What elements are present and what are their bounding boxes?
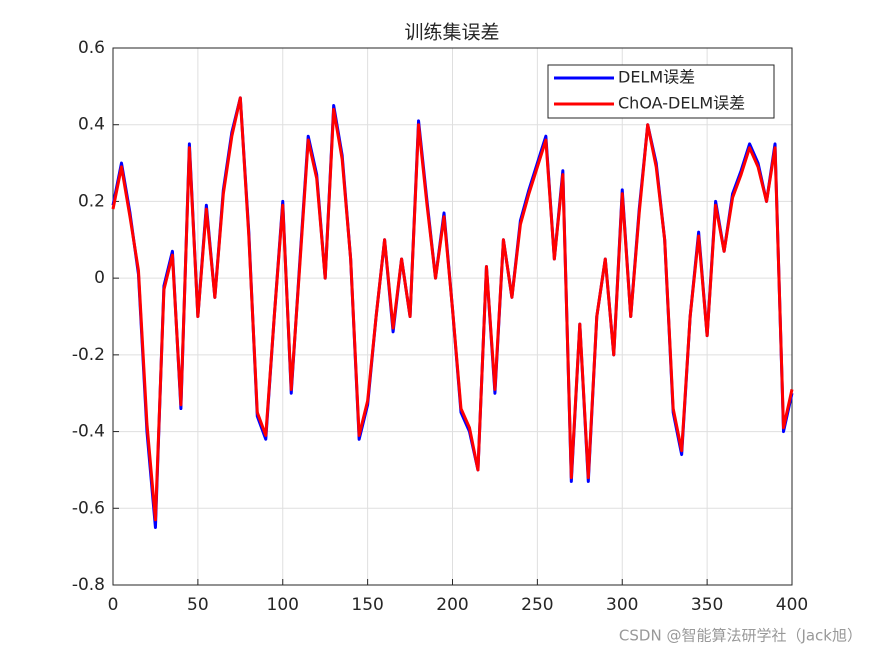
chart-title: 训练集误差 [404, 22, 499, 44]
x-tick-label: 250 [521, 595, 553, 615]
legend-label: DELM误差 [618, 68, 695, 87]
y-tick-label: 0 [94, 268, 105, 288]
y-tick-label: -0.4 [72, 422, 105, 442]
y-tick-label: -0.2 [72, 345, 105, 365]
watermark: CSDN @智能算法研学社（Jack旭） [619, 627, 862, 645]
x-tick-label: 200 [436, 595, 468, 615]
y-tick-label: -0.6 [72, 498, 105, 518]
plot-frame [112, 47, 793, 586]
series-line [111, 96, 794, 522]
y-tick-label: -0.8 [72, 575, 105, 595]
x-tick-label: 50 [187, 595, 209, 615]
x-tick-label: 350 [691, 595, 723, 615]
x-tick-label: 300 [606, 595, 638, 615]
y-tick-label: 0.6 [78, 38, 105, 58]
x-tick-label: 0 [108, 595, 119, 615]
y-tick-label: 0.2 [78, 191, 105, 211]
legend-box [547, 64, 775, 119]
x-tick-label: 400 [776, 595, 808, 615]
legend-label: ChOA-DELM误差 [618, 94, 745, 113]
x-tick-label: 100 [267, 595, 299, 615]
x-tick-label: 150 [351, 595, 383, 615]
y-tick-label: 0.4 [78, 115, 105, 135]
